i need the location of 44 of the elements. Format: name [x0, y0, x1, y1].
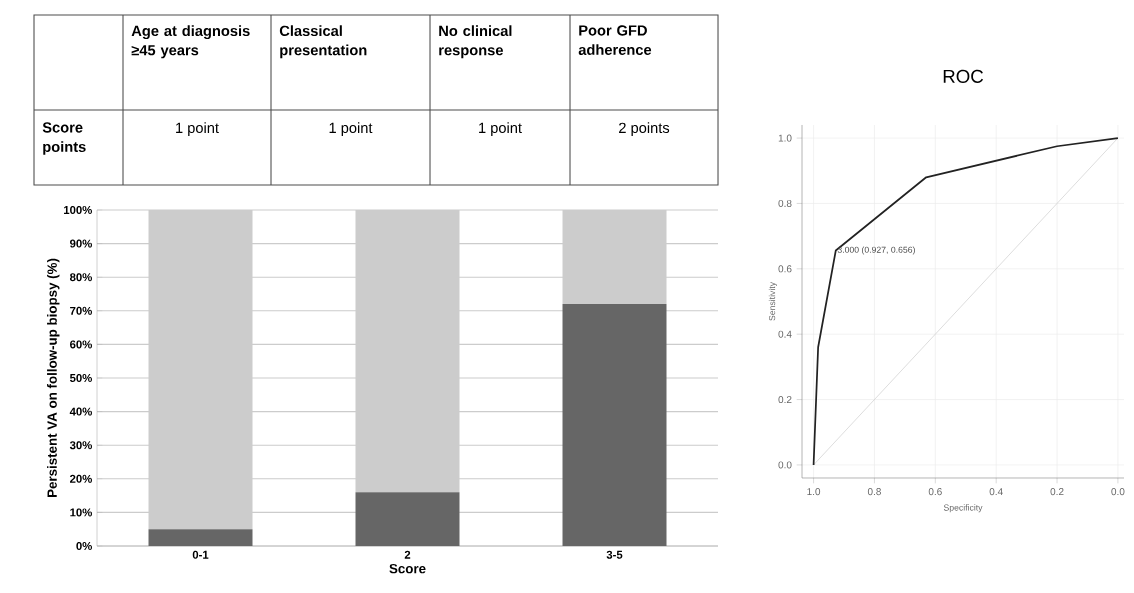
bar: [355, 492, 460, 546]
bar: [562, 304, 667, 546]
x-tick-label: 1.0: [807, 488, 821, 496]
x-tick-label: 0.4: [989, 488, 1003, 496]
text: 1 point: [329, 122, 373, 136]
y-tick-label: 100%: [64, 206, 92, 214]
x-tick-label: 3-5: [606, 550, 623, 559]
y-tick-label: 10%: [70, 508, 92, 517]
y-axis-title: Persistent VA on follow-up biopsy (%): [47, 258, 60, 497]
y-axis-title: Sensitivity: [768, 282, 777, 321]
y-tick-label: 60%: [70, 340, 92, 349]
x-tick-label: 0.2: [1050, 488, 1064, 496]
y-tick-label: 70%: [70, 306, 92, 315]
x-axis-title: Specificity: [943, 504, 983, 513]
y-tick-label: 0.2: [778, 396, 792, 404]
category-label: Score points: [42, 122, 86, 155]
x-tick-label: 0.8: [867, 488, 881, 496]
y-tick-label: 1.0: [778, 134, 792, 142]
x-tick-label: 0-1: [192, 550, 209, 559]
y-tick-label: 90%: [70, 239, 92, 248]
annotation: 3.000 (0.927, 0.656): [837, 246, 915, 255]
y-tick-label: 50%: [69, 374, 92, 383]
y-tick-label: 80%: [69, 273, 92, 282]
bar: [148, 529, 253, 546]
x-tick-label: 2: [404, 550, 411, 559]
y-tick-label: 0%: [76, 542, 92, 551]
category-label: Poor GFD adherence: [578, 25, 652, 55]
y-tick-label: 0.0: [778, 461, 792, 469]
x-axis-title: Score: [389, 563, 426, 574]
x-tick-label: 0.6: [928, 488, 942, 496]
y-tick-label: 0.4: [778, 330, 792, 338]
y-tick-label: 0.6: [778, 265, 792, 273]
y-tick-label: 20%: [70, 474, 92, 483]
y-tick-label: 30%: [69, 441, 92, 450]
y-tick-label: 40%: [69, 407, 92, 416]
category-label: Classical presentation: [279, 25, 367, 59]
chart-title: ROC: [943, 69, 984, 83]
text: 1 point: [479, 122, 522, 136]
x-tick-label: 0.0: [1111, 488, 1125, 496]
text: 1 point: [176, 122, 219, 136]
category-label: No clinical response: [439, 25, 512, 59]
text: 2 points: [619, 122, 670, 136]
y-tick-label: 0.8: [778, 199, 792, 207]
category-label: Age at diagnosis ≥45 years: [131, 25, 250, 59]
